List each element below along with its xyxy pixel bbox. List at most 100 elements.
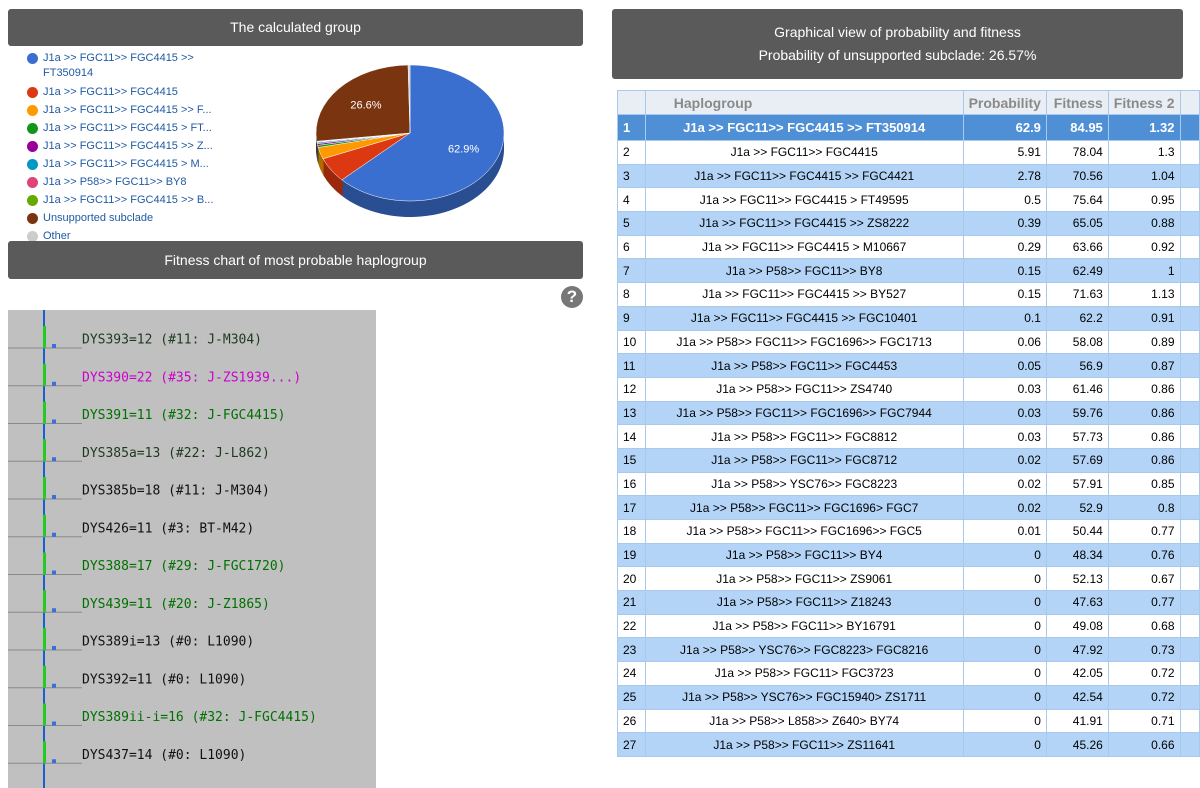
table-cell: 0.02 xyxy=(962,495,1047,520)
table-row: 15 J1a >> P58>> FGC11>> FGC8712 0.02 57.69 0… xyxy=(617,447,1200,473)
row-filler xyxy=(1179,447,1200,473)
table-row: 25 J1a >> P58>> YSC76>> FGC15940> ZS1711 0… xyxy=(617,684,1200,710)
table-cell: 0.5 xyxy=(962,187,1047,213)
table-cell: 0.77 xyxy=(1107,519,1181,544)
legend-item: J1a >> FGC11>> FGC4415 > M... xyxy=(26,155,246,173)
table-cell: 0.89 xyxy=(1107,329,1181,355)
table-cell: 0.86 xyxy=(1107,400,1181,426)
allele-marker xyxy=(43,477,46,499)
fitness-row-label: DYS389ii-i=16 (#32: J-FGC4415) xyxy=(82,710,317,725)
table-cell: 84.95 xyxy=(1045,114,1109,141)
legend-label: Unsupported subclade xyxy=(43,212,154,224)
table-cell: J1a >> P58>> FGC11> FGC3723 xyxy=(644,661,964,686)
legend-swatch xyxy=(27,87,38,98)
table-cell: 0.87 xyxy=(1107,353,1181,378)
legend-label: J1a >> FGC11>> FGC4415 > FT... xyxy=(43,122,212,134)
table-cell: J1a >> FGC11>> FGC4415 >> FGC4421 xyxy=(644,163,964,189)
table-cell: 41.91 xyxy=(1045,708,1109,734)
legend-swatch xyxy=(27,105,38,116)
table-cell: 0.03 xyxy=(962,400,1047,426)
table-cell: J1a >> P58>> FGC11>> Z18243 xyxy=(644,590,964,615)
table-row: 3 J1a >> FGC11>> FGC4415 >> FGC4421 2.78 70… xyxy=(617,163,1200,189)
table-row: 9 J1a >> FGC11>> FGC4415 >> FGC10401 0.1 62… xyxy=(617,305,1200,331)
legend-swatch xyxy=(27,231,38,242)
allele-tick xyxy=(52,570,56,575)
legend-item: J1a >> FGC11>> FGC4415 > FT... xyxy=(26,119,246,137)
row-filler xyxy=(1179,684,1200,710)
table-cell: 49.08 xyxy=(1045,613,1109,639)
row-filler xyxy=(1179,613,1200,639)
table-cell: J1a >> P58>> FGC11>> FGC1696>> FGC5 xyxy=(644,519,964,544)
pie-chart: 62.9% 26.6% xyxy=(315,64,505,218)
table-cell: 22 xyxy=(617,613,646,639)
table-cell: 70.56 xyxy=(1045,163,1109,189)
row-filler xyxy=(1179,519,1200,544)
row-filler xyxy=(1179,661,1200,686)
table-cell: 21 xyxy=(617,590,646,615)
table-cell: 47.92 xyxy=(1045,637,1109,663)
table-row: 26 J1a >> P58>> L858>> Z640> BY74 0 41.91 0.… xyxy=(617,708,1200,734)
allele-marker xyxy=(43,326,46,348)
table-cell: J1a >> P58>> FGC11>> FGC1696>> FGC7944 xyxy=(644,400,964,426)
table-cell: 8 xyxy=(617,282,646,307)
table-cell: 62.49 xyxy=(1045,258,1109,284)
table-cell: J1a >> P58>> L858>> Z640> BY74 xyxy=(644,708,964,734)
table-cell: 26 xyxy=(617,708,646,734)
row-filler xyxy=(1179,187,1200,213)
table-cell: 0 xyxy=(962,590,1047,615)
table-row: 21 J1a >> P58>> FGC11>> Z18243 0 47.63 0.77 xyxy=(617,590,1200,615)
legend-item: J1a >> FGC11>> FGC4415 >> FT350914 xyxy=(26,50,213,83)
table-cell: 12 xyxy=(617,376,646,402)
table-row: 1 J1a >> FGC11>> FGC4415 >> FT350914 62.9 8… xyxy=(617,114,1200,141)
column-header: Probability xyxy=(962,90,1047,115)
table-cell: 0.91 xyxy=(1107,305,1181,331)
table-cell: 0.03 xyxy=(962,424,1047,449)
fitness-row-label: DYS426=11 (#3: BT-M42) xyxy=(82,521,254,536)
table-cell: 0.05 xyxy=(962,353,1047,378)
table-cell: 13 xyxy=(617,400,646,426)
row-filler xyxy=(1179,163,1200,189)
table-cell: 0.72 xyxy=(1107,661,1181,686)
table-cell: J1a >> FGC11>> FGC4415 >> BY527 xyxy=(644,282,964,307)
allele-marker xyxy=(43,628,46,650)
row-filler xyxy=(1179,114,1200,141)
row-filler xyxy=(1179,542,1200,568)
allele-marker xyxy=(43,703,46,726)
table-cell: 0.01 xyxy=(962,519,1047,544)
table-row: 16 J1a >> P58>> YSC76>> FGC8223 0.02 57.91 0… xyxy=(617,471,1200,497)
table-cell: J1a >> FGC11>> FGC4415 >> FT350914 xyxy=(644,114,964,141)
legend-item: Other xyxy=(26,227,246,245)
allele-marker xyxy=(43,590,46,613)
help-button[interactable]: ? xyxy=(561,286,583,308)
fitness-chart: DYS393=12 (#11: J-M304) DYS390=22 (#35: J… xyxy=(8,310,376,788)
table-row: 19 J1a >> P58>> FGC11>> BY4 0 48.34 0.76 xyxy=(617,542,1200,568)
table-cell: 48.34 xyxy=(1045,542,1109,568)
legend-label: J1a >> FGC11>> FGC4415 > M... xyxy=(43,158,209,170)
table-cell: 18 xyxy=(617,519,646,544)
row-filler xyxy=(1179,471,1200,497)
header-filler xyxy=(1179,90,1200,115)
table-cell: 52.9 xyxy=(1045,495,1109,520)
table-cell: 71.63 xyxy=(1045,282,1109,307)
table-cell: 2.78 xyxy=(962,163,1047,189)
left-header: The calculated group xyxy=(8,9,583,46)
table-cell: 0.15 xyxy=(962,258,1047,284)
pie-legend: J1a >> FGC11>> FGC4415 >> FT350914 J1a >>… xyxy=(26,50,246,245)
legend-swatch xyxy=(27,177,38,188)
table-row: 10 J1a >> P58>> FGC11>> FGC1696>> FGC1713… xyxy=(617,329,1200,355)
row-filler xyxy=(1179,400,1200,426)
table-cell: 16 xyxy=(617,471,646,497)
legend-item: J1a >> FGC11>> FGC4415 >> Z... xyxy=(26,137,246,155)
table-header-row: Haplogroup Probability Fitness Fitness 2 xyxy=(617,90,1200,115)
table-cell: J1a >> FGC11>> FGC4415 >> ZS8222 xyxy=(644,211,964,236)
legend-swatch xyxy=(27,53,38,64)
legend-label: J1a >> FGC11>> FGC4415 >> Z... xyxy=(43,140,213,152)
legend-label: J1a >> P58>> FGC11>> BY8 xyxy=(43,176,187,188)
table-cell: 59.76 xyxy=(1045,400,1109,426)
table-row: 11 J1a >> P58>> FGC11>> FGC4453 0.05 56.9 0.… xyxy=(617,353,1200,378)
allele-tick xyxy=(52,683,56,688)
pie-slice xyxy=(407,64,411,134)
table-cell: 0.67 xyxy=(1107,566,1181,592)
table-cell: 0.86 xyxy=(1107,447,1181,473)
